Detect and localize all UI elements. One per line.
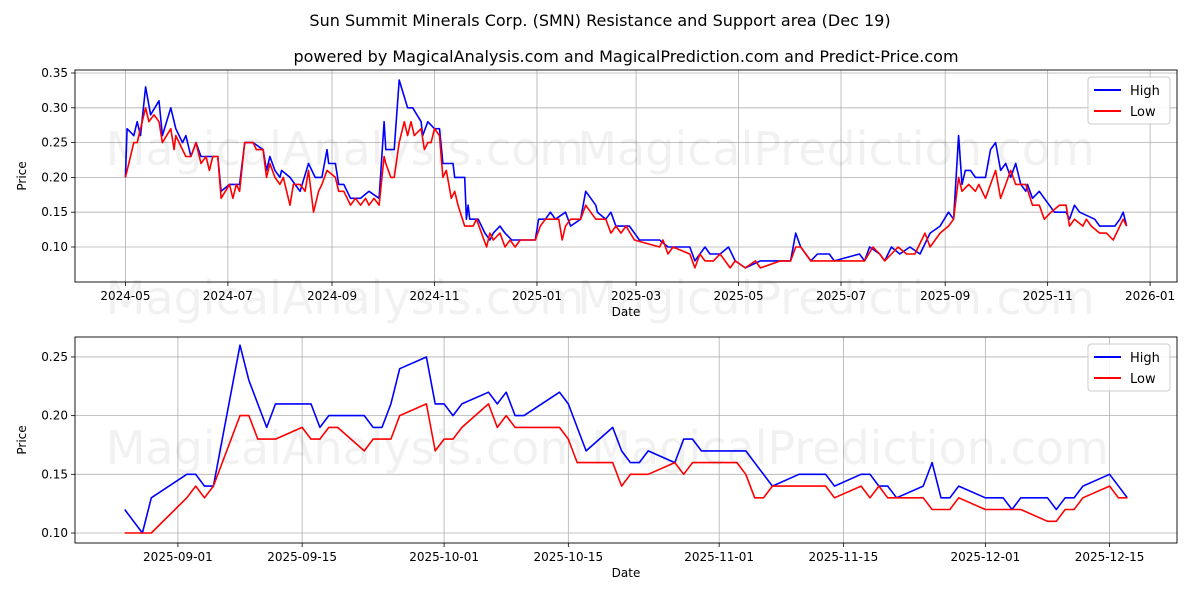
x-tick-label: 2025-09-01 bbox=[143, 550, 213, 564]
y-tick-label: 0.10 bbox=[41, 526, 68, 540]
watermark-analysis: MagicalAnalysis.com bbox=[106, 421, 585, 475]
watermark-analysis: MagicalAnalysis.com bbox=[106, 122, 585, 176]
watermark-prediction: MagicalPrediction.com bbox=[577, 271, 1095, 325]
series-line-high bbox=[124, 344, 1128, 534]
y-tick-label: 0.35 bbox=[41, 66, 68, 80]
x-tick-label: 2025-11 bbox=[1023, 289, 1073, 303]
x-tick-label: 2025-10-15 bbox=[533, 550, 603, 564]
watermark-prediction: MagicalPrediction.com bbox=[577, 122, 1095, 176]
legend-label-high: High bbox=[1130, 84, 1160, 99]
watermark-layer: MagicalAnalysis.com MagicalPrediction.co… bbox=[106, 122, 1109, 475]
y-tick-label: 0.20 bbox=[41, 409, 68, 423]
x-tick-label: 2024-05 bbox=[100, 289, 150, 303]
legend: High Low bbox=[1087, 76, 1171, 125]
watermark-prediction: MagicalPrediction.com bbox=[591, 421, 1109, 475]
x-tick-label: 2025-11-01 bbox=[684, 550, 754, 564]
x-tick-label: 2025-12-01 bbox=[950, 550, 1020, 564]
y-tick-label: 0.10 bbox=[41, 240, 68, 254]
legend-box bbox=[1087, 343, 1171, 392]
x-tick-label: 2024-07 bbox=[203, 289, 253, 303]
y-axis-label: Price bbox=[15, 425, 29, 454]
y-axis-label: Price bbox=[15, 161, 29, 190]
chart-panel-1: 2024-05 2024-07 2024-09 2024-11 2025-01 2025-… bbox=[15, 66, 1178, 319]
chart-panel-2: 2025-09-01 2025-09-15 2025-10-01 2025-10-15… bbox=[15, 336, 1178, 580]
x-tick-label: 2025-03 bbox=[611, 289, 661, 303]
x-axis-label: Date bbox=[612, 305, 641, 319]
chart-subtitle: powered by MagicalAnalysis.com and Magic… bbox=[293, 47, 958, 66]
chart-title: Sun Summit Minerals Corp. (SMN) Resistan… bbox=[309, 11, 890, 30]
x-tick-label: 2025-07 bbox=[816, 289, 866, 303]
legend-label-high: High bbox=[1130, 351, 1160, 366]
legend-label-low: Low bbox=[1130, 105, 1156, 120]
y-tick-label: 0.20 bbox=[41, 170, 68, 184]
y-tick-label: 0.25 bbox=[41, 350, 68, 364]
x-tick-label: 2025-09-15 bbox=[267, 550, 337, 564]
x-tick-label: 2025-09 bbox=[920, 289, 970, 303]
series-line-high bbox=[124, 79, 1128, 269]
watermark-analysis: MagicalAnalysis.com bbox=[106, 271, 585, 325]
y-tick-label: 0.15 bbox=[41, 205, 68, 219]
x-tick-label: 2025-12-15 bbox=[1075, 550, 1145, 564]
x-tick-label: 2025-11-15 bbox=[809, 550, 879, 564]
legend: High Low bbox=[1087, 343, 1171, 392]
series-line-low bbox=[124, 403, 1128, 534]
y-tick-label: 0.15 bbox=[41, 467, 68, 481]
x-tick-label: 2024-09 bbox=[307, 289, 357, 303]
legend-label-low: Low bbox=[1130, 372, 1156, 387]
x-axis-label: Date bbox=[612, 566, 641, 580]
x-tick-label: 2026-01 bbox=[1125, 289, 1175, 303]
plot-frame bbox=[74, 69, 1178, 283]
y-tick-label: 0.30 bbox=[41, 101, 68, 115]
series-line-low bbox=[124, 107, 1128, 269]
x-tick-label: 2025-05 bbox=[713, 289, 763, 303]
x-tick-label: 2024-11 bbox=[409, 289, 459, 303]
x-tick-label: 2025-01 bbox=[512, 289, 562, 303]
legend-box bbox=[1087, 76, 1171, 125]
x-tick-label: 2025-10-01 bbox=[409, 550, 479, 564]
plot-frame bbox=[74, 336, 1178, 544]
y-tick-label: 0.25 bbox=[41, 136, 68, 150]
